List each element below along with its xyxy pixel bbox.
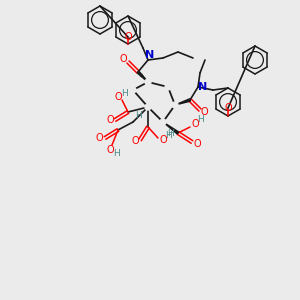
Text: O: O xyxy=(106,115,114,125)
Text: O: O xyxy=(106,145,114,155)
Text: O: O xyxy=(193,139,201,149)
Circle shape xyxy=(172,102,178,108)
Text: O: O xyxy=(159,135,167,145)
Text: H: H xyxy=(196,116,203,124)
Circle shape xyxy=(160,119,166,125)
Polygon shape xyxy=(175,99,190,105)
Circle shape xyxy=(130,87,136,93)
Circle shape xyxy=(165,84,171,90)
Text: O: O xyxy=(200,107,208,117)
Text: O: O xyxy=(95,133,103,143)
Text: H: H xyxy=(165,130,171,140)
Text: H: H xyxy=(135,110,141,119)
Text: O: O xyxy=(119,54,127,64)
Text: O: O xyxy=(124,32,132,42)
Circle shape xyxy=(145,104,151,110)
Polygon shape xyxy=(137,71,148,82)
Text: O: O xyxy=(131,136,139,146)
Text: H: H xyxy=(122,88,128,98)
Text: O: O xyxy=(191,119,199,129)
Text: N: N xyxy=(198,82,208,92)
Circle shape xyxy=(145,79,151,85)
Text: H: H xyxy=(168,130,174,139)
Text: O: O xyxy=(224,103,232,113)
Text: N: N xyxy=(146,50,154,60)
Text: O: O xyxy=(114,92,122,102)
Text: H: H xyxy=(112,148,119,158)
Polygon shape xyxy=(163,122,179,134)
